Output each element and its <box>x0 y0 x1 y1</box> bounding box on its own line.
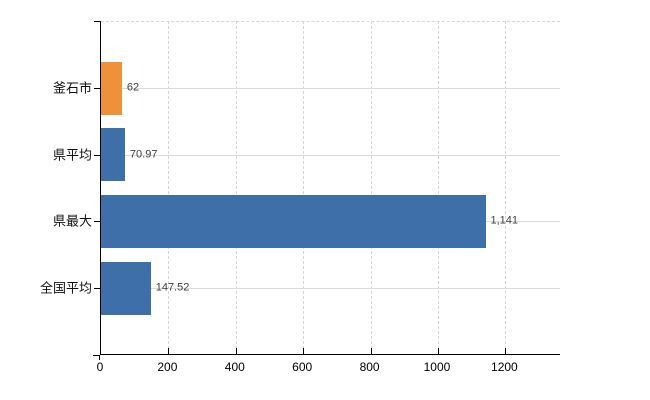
bar-釜石市[interactable] <box>101 61 122 115</box>
bar-value-label: 70.97 <box>129 148 158 161</box>
x-tick-label-600: 600 <box>292 360 313 374</box>
gridline-x-1000 <box>437 21 439 354</box>
x-tick-label-1200: 1200 <box>491 360 518 374</box>
category-label-全国平均: 全国平均 <box>39 280 92 296</box>
x-axis-tick-1200 <box>505 348 507 354</box>
x-axis-tick-200 <box>168 348 170 354</box>
x-axis-tick-800 <box>370 348 372 354</box>
gridline-x-200 <box>168 21 170 354</box>
x-tick-label-0: 0 <box>96 360 104 374</box>
bar-value-label: 1,141 <box>490 214 519 227</box>
y-axis-top-tick <box>94 21 100 22</box>
gridline-x-1200 <box>505 21 507 354</box>
plot-area: 62 70.97 1,141 147.52 <box>100 21 560 355</box>
y-axis-tick-0 <box>94 88 100 89</box>
gridline-x-800 <box>370 21 372 354</box>
bar-県平均[interactable] <box>101 128 125 182</box>
bar-value-label: 147.52 <box>155 281 190 294</box>
y-axis-tick-1 <box>94 154 100 156</box>
x-axis-tick-1000 <box>437 348 439 354</box>
gridline-row-3 <box>101 288 560 289</box>
x-tick-label-200: 200 <box>157 360 178 374</box>
category-label-県最大: 県最大 <box>52 213 92 229</box>
y-axis-tick-2 <box>94 221 100 223</box>
x-axis-overhang <box>93 355 100 356</box>
gridline-x-400 <box>235 21 237 354</box>
category-label-県平均: 県平均 <box>52 147 92 163</box>
y-axis-overhang <box>98 355 100 360</box>
x-tick-label-1000: 1000 <box>423 360 451 374</box>
gridline-top <box>101 21 560 22</box>
x-tick-label-400: 400 <box>224 360 245 374</box>
x-axis-tick-600 <box>303 348 305 354</box>
gridline-x-600 <box>303 21 305 354</box>
gridline-row-1 <box>101 154 560 156</box>
x-axis-tick-400 <box>235 348 237 354</box>
bar-全国平均[interactable] <box>101 261 151 315</box>
bar-value-label: 62 <box>126 81 140 94</box>
bar-県最大[interactable] <box>101 194 486 248</box>
category-label-釜石市: 釜石市 <box>52 80 92 96</box>
y-axis-tick-3 <box>94 288 100 289</box>
x-tick-label-800: 800 <box>359 360 380 374</box>
gridline-row-0 <box>101 88 560 89</box>
